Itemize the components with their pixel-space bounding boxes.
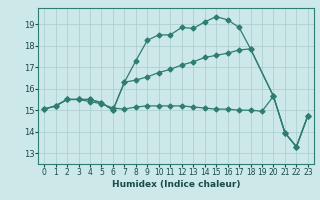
X-axis label: Humidex (Indice chaleur): Humidex (Indice chaleur)	[112, 180, 240, 189]
